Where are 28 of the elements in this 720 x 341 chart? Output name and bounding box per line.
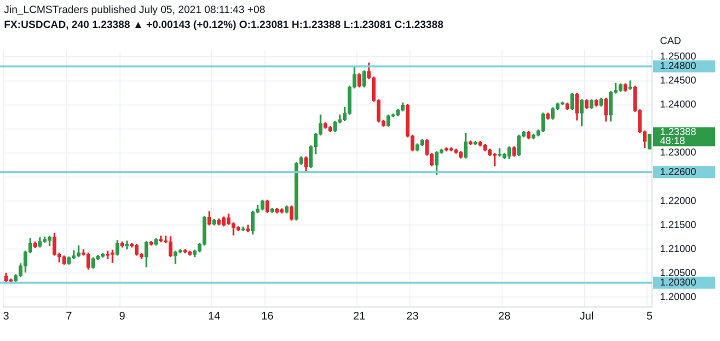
y-tick-label: 1.22000 [660, 196, 697, 207]
x-tick-label: 5 [646, 310, 653, 322]
ref-line-label: 1.24800 [660, 61, 697, 72]
text: 1.23388 [660, 127, 697, 138]
y-tick-label: 1.21500 [660, 220, 697, 231]
x-tick-label: 21 [353, 310, 366, 322]
y-tick-label: 1.25000 [660, 51, 697, 62]
x-tick-label: 16 [261, 310, 274, 322]
y-tick-label: 1.24000 [660, 100, 697, 111]
y-tick-label: 1.23000 [660, 148, 697, 159]
candlestick [125, 240, 129, 250]
y-tick-label: 1.21000 [660, 244, 697, 255]
y-tick-label: 1.24500 [660, 76, 697, 87]
x-tick-label: 7 [66, 310, 72, 322]
y-axis-title: CAD [660, 36, 682, 47]
chart-subtitle: FX:USDCAD, 240 1.23388 ▲ +0.00143 (+0.12%) O:1.23081 H:1.23388 L:1.23081 C:1.23388 [4, 18, 444, 33]
x-tick-label: 28 [498, 310, 511, 322]
ref-line-label: 1.20300 [660, 278, 697, 289]
x-tick-label: 23 [406, 310, 419, 322]
x-tick-label: 3 [2, 310, 10, 322]
x-tick-label: 9 [119, 310, 126, 322]
chart-title: Jin_LCMSTraders published July 05, 2021 08:11:43 +08 [4, 3, 266, 18]
ref-line-label: 1.22600 [660, 166, 697, 178]
x-tick-label: 14 [208, 310, 220, 322]
text: 48:18 [660, 136, 686, 148]
y-tick-label: 1.20500 [660, 268, 697, 279]
x-tick-label: Jul [580, 310, 594, 322]
y-tick-label: 1.20000 [660, 292, 697, 303]
